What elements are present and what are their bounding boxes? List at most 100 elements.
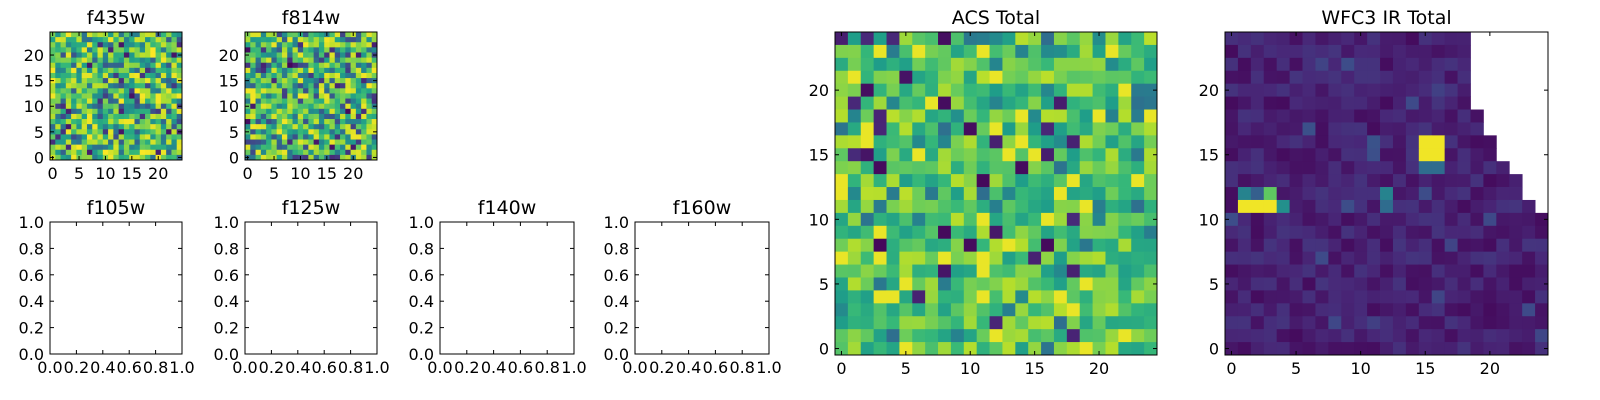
heatmap-cell [1079, 122, 1093, 136]
heatmap-cell [313, 108, 320, 115]
heatmap-cell [176, 144, 183, 151]
heatmap-cell [1053, 277, 1068, 291]
heatmap-cell [912, 32, 926, 46]
heatmap-cell [118, 98, 125, 105]
heatmap-cell [81, 103, 88, 110]
heatmap-cell [886, 264, 900, 278]
heatmap-cell [71, 78, 77, 84]
heatmap-cell [1302, 161, 1316, 175]
heatmap-cell [55, 144, 61, 151]
heatmap-cell [134, 57, 141, 64]
heatmap-cell [134, 88, 141, 94]
heatmap-cell [886, 44, 900, 59]
heatmap-cell [1380, 290, 1394, 304]
heatmap-cell [97, 72, 104, 79]
heatmap-cell [303, 67, 309, 74]
heatmap-cell [860, 135, 875, 149]
heatmap-cell [340, 113, 346, 120]
heatmap-cell [1418, 251, 1433, 265]
heatmap-cell [1341, 174, 1355, 188]
heatmap-cell [1092, 290, 1106, 304]
heatmap-cell [145, 88, 151, 94]
heatmap-cell [255, 52, 262, 58]
heatmap-cell [1341, 187, 1355, 201]
axes-frame [244, 31, 378, 161]
heatmap-cell [71, 62, 77, 69]
heatmap-cell [976, 329, 990, 343]
heatmap-cell [976, 109, 990, 123]
heatmap-cell [324, 108, 330, 115]
heatmap-cell [71, 108, 77, 115]
heatmap-cell [1302, 96, 1316, 110]
heatmap-cell [1118, 290, 1132, 304]
y-tick-label: 0.6 [409, 266, 434, 285]
heatmap-cell [303, 113, 309, 120]
heatmap-cell [313, 124, 320, 130]
heatmap-cell [1263, 277, 1278, 291]
heatmap-cell [71, 98, 77, 105]
heatmap-cell [1444, 290, 1458, 304]
heatmap-cell [50, 93, 56, 99]
heatmap-cell [340, 144, 346, 151]
heatmap-cell [166, 72, 172, 79]
heatmap-cell [963, 32, 978, 46]
heatmap-cell [97, 47, 104, 53]
heatmap-cell [76, 37, 83, 43]
heatmap-cell [92, 144, 98, 151]
heatmap-cell [1118, 135, 1132, 149]
heatmap-cell [873, 329, 887, 343]
heatmap-cell [1066, 83, 1081, 97]
heatmap-cell [1144, 187, 1158, 201]
heatmap-cell [1405, 70, 1420, 85]
heatmap-cell [108, 103, 114, 110]
heatmap-cell [361, 124, 367, 130]
heatmap-cell [260, 103, 267, 110]
heatmap-cell [1431, 199, 1446, 214]
heatmap-cell [86, 93, 93, 99]
heatmap-cell [255, 88, 262, 94]
heatmap-cell [266, 83, 272, 89]
heatmap-cell [350, 67, 357, 74]
heatmap-cell [1328, 122, 1342, 136]
heatmap-cell [287, 119, 293, 125]
heatmap-cell [1418, 199, 1433, 214]
heatmap-cell [925, 342, 939, 356]
heatmap-cell [1444, 225, 1458, 240]
heatmap-cell [1118, 83, 1132, 97]
heatmap-cell [76, 52, 83, 58]
heatmap-cell [329, 57, 336, 64]
heatmap-cell [1509, 342, 1523, 356]
heatmap-cell [113, 129, 120, 135]
heatmap-cell [355, 52, 362, 58]
heatmap-cell [899, 264, 913, 278]
heatmap-cell [150, 42, 156, 48]
heatmap-cell [1470, 238, 1484, 253]
heatmap-cell [1144, 212, 1158, 227]
heatmap-cell [266, 103, 272, 110]
heatmap-cell [1263, 199, 1278, 214]
heatmap-cell [345, 113, 351, 120]
heatmap-cell [334, 134, 341, 140]
heatmap-cell [65, 108, 72, 115]
x-tick-label: 0 [48, 164, 58, 183]
heatmap-cell [160, 144, 167, 151]
heatmap-cell [1457, 109, 1471, 123]
x-tick-label: 1.0 [561, 358, 586, 377]
heatmap-cell [340, 124, 346, 130]
heatmap-cell [1457, 290, 1471, 304]
heatmap-cell [292, 119, 299, 125]
heatmap-cell [989, 57, 1003, 72]
heatmap-cell [1225, 212, 1239, 227]
heatmap-cell [860, 212, 875, 227]
heatmap-cell [1131, 161, 1145, 175]
heatmap-cell [255, 113, 262, 120]
heatmap-cell [1250, 187, 1265, 201]
heatmap-cell [1041, 277, 1055, 291]
heatmap-cell [250, 47, 256, 53]
heatmap-cell [1405, 342, 1420, 356]
heatmap-cell [835, 96, 849, 110]
heatmap-cell [1028, 83, 1042, 97]
heatmap-cell [150, 78, 156, 84]
heatmap-cell [97, 57, 104, 64]
heatmap-cell [123, 149, 130, 156]
